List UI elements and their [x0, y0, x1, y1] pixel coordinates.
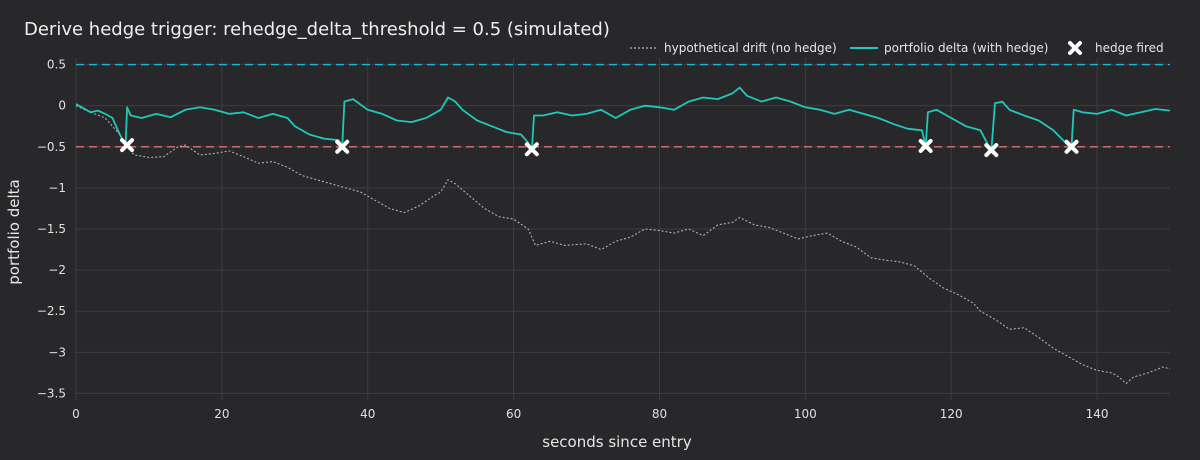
hedge-marker — [984, 143, 999, 158]
x-tick-label: 100 — [794, 407, 817, 421]
legend-item[interactable]: hedge fired — [1068, 41, 1164, 55]
legend-label: hypothetical drift (no hedge) — [664, 41, 837, 55]
x-tick-label: 80 — [652, 407, 667, 421]
x-tick-labels: 0 20 40 60 80 100 120 140 — [72, 407, 1108, 421]
hedge-marker — [918, 138, 933, 153]
x-tick-label: 140 — [1086, 407, 1109, 421]
y-tick-label: 0 — [58, 99, 66, 113]
x-tick-label: 40 — [360, 407, 375, 421]
y-tick-label: −1 — [48, 181, 66, 195]
x-tick-label: 60 — [506, 407, 521, 421]
legend-item[interactable]: portfolio delta (with hedge) — [850, 41, 1048, 55]
x-tick-label: 20 — [214, 407, 229, 421]
y-tick-labels: 0.5 0 −0.5 −1 −1.5 −2 −2.5 −3 −3.5 — [37, 58, 66, 401]
y-tick-label: −2.5 — [37, 304, 66, 318]
y-axis-title: portfolio delta — [5, 179, 23, 284]
hedge-marker — [120, 138, 135, 153]
y-tick-label: 0.5 — [47, 58, 66, 72]
y-tick-label: −3 — [48, 345, 66, 359]
series-line-no-hedge — [75, 105, 1171, 385]
legend-label: hedge fired — [1095, 41, 1164, 55]
x-tick-label: 120 — [940, 407, 963, 421]
marker-layer — [120, 138, 1079, 158]
legend[interactable]: hypothetical drift (no hedge) portfolio d… — [630, 41, 1164, 55]
legend-label: portfolio delta (with hedge) — [884, 41, 1048, 55]
hedge-marker — [1064, 139, 1079, 154]
legend-swatch — [1068, 41, 1082, 55]
series-line-with-hedge — [75, 86, 1171, 152]
y-tick-label: −3.5 — [37, 386, 66, 400]
x-axis-title: seconds since entry — [542, 433, 692, 451]
y-tick-label: −1.5 — [37, 222, 66, 236]
y-tick-label: −0.5 — [37, 140, 66, 154]
chart-title: Derive hedge trigger: rehedge_delta_thre… — [24, 19, 610, 40]
hedge-marker — [335, 139, 350, 154]
hedge-marker — [524, 142, 539, 157]
y-tick-label: −2 — [48, 263, 66, 277]
series-layer — [75, 86, 1171, 385]
x-tick-label: 0 — [72, 407, 80, 421]
grid-layer — [75, 58, 1170, 400]
legend-item[interactable]: hypothetical drift (no hedge) — [630, 41, 837, 55]
